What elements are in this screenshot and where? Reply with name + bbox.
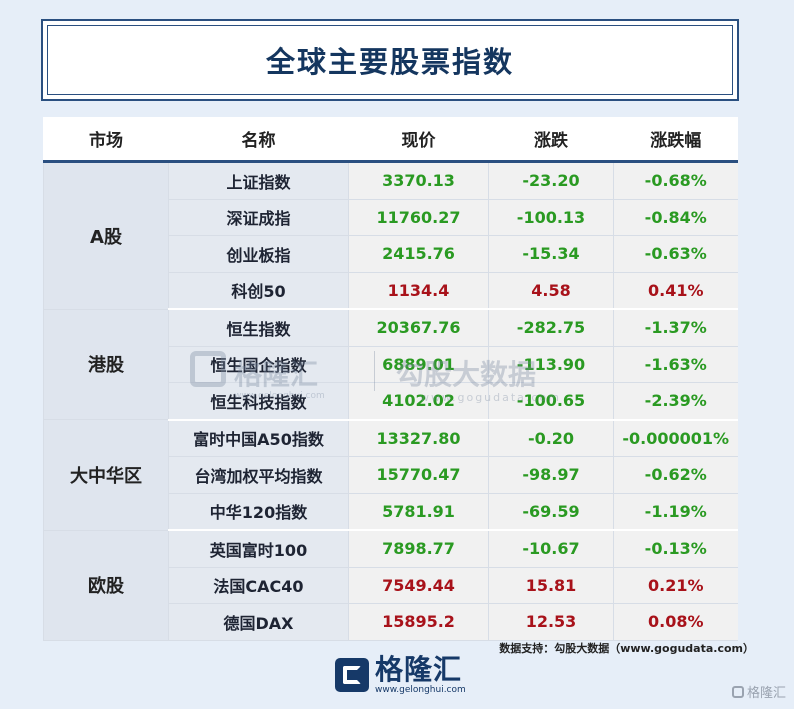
table-row: 深证成指 11760.27 -100.13 -0.84% (44, 199, 738, 236)
index-price: 3370.13 (348, 161, 489, 200)
index-change-pct: -1.37% (613, 309, 738, 347)
header-price: 现价 (348, 117, 489, 163)
index-price: 5781.91 (348, 493, 489, 531)
index-name: 德国DAX (168, 603, 349, 641)
index-change-pct: -0.000001% (613, 419, 738, 457)
index-name: 科创50 (168, 272, 349, 310)
index-change: 15.81 (488, 567, 614, 604)
index-name: 台湾加权平均指数 (168, 456, 349, 494)
index-change: -98.97 (488, 456, 614, 494)
market-cell: 大中华区 (43, 419, 169, 531)
footer-logo-url: www.gelonghui.com (375, 684, 466, 695)
corner-watermark: 格隆汇 (731, 682, 786, 701)
index-change: -69.59 (488, 493, 614, 531)
footer-logo: 格隆汇 www.gelonghui.com (335, 653, 466, 697)
data-source-note: 数据支持：勾股大数据（www.gogudata.com） (499, 642, 754, 655)
table-row: 港股 恒生指数 20367.76 -282.75 -1.37% (43, 309, 738, 420)
index-change-pct: -0.13% (613, 530, 738, 568)
market-cell: A股 (43, 161, 169, 310)
index-table: 市场 名称 现价 涨跌 涨跌幅 A股 上证指数 3370.13 -23.20 -… (43, 117, 738, 641)
index-price: 7898.77 (348, 530, 489, 568)
table-row: 恒生国企指数 6889.01 -113.90 -1.63% (44, 346, 738, 383)
table-row: 科创50 1134.4 4.58 0.41% (44, 272, 738, 310)
header-change: 涨跌 (488, 117, 614, 163)
index-price: 6889.01 (348, 346, 489, 383)
index-change: -100.13 (488, 199, 614, 236)
index-name: 英国富时100 (168, 530, 349, 568)
g-logo-icon (335, 658, 369, 692)
market-cell: 欧股 (43, 530, 169, 641)
table-row: 欧股 英国富时100 7898.77 -10.67 -0.13% (43, 530, 738, 641)
index-change-pct: -0.62% (613, 456, 738, 494)
index-name: 创业板指 (168, 235, 349, 273)
table-row: 德国DAX 15895.2 12.53 0.08% (44, 603, 738, 641)
index-name: 深证成指 (168, 199, 349, 236)
index-change-pct: 0.21% (613, 567, 738, 604)
index-change: 12.53 (488, 603, 614, 641)
index-change: -0.20 (488, 419, 614, 457)
corner-g-logo-icon (731, 685, 744, 698)
index-change-pct: 0.08% (613, 603, 738, 641)
index-name: 恒生指数 (168, 309, 349, 347)
footer-logo-brand: 格隆汇 (375, 652, 463, 686)
index-change: -100.65 (488, 382, 614, 421)
index-name: 恒生国企指数 (168, 346, 349, 383)
index-name: 富时中国A50指数 (168, 419, 349, 457)
header-name: 名称 (168, 117, 349, 163)
index-change-pct: -0.68% (613, 161, 738, 200)
index-table-container: 市场 名称 现价 涨跌 涨跌幅 A股 上证指数 3370.13 -23.20 -… (43, 117, 738, 641)
index-price: 15770.47 (348, 456, 489, 494)
market-cell: 港股 (43, 309, 169, 420)
page-title: 全球主要股票指数 (265, 45, 514, 79)
index-price: 4102.02 (348, 382, 489, 421)
index-change: -113.90 (488, 346, 614, 383)
index-price: 11760.27 (348, 199, 489, 236)
table-row: 大中华区 富时中国A50指数 13327.80 -0.20 -0.000001% (43, 419, 738, 531)
index-change: -282.75 (488, 309, 614, 347)
index-change: 4.58 (488, 272, 614, 310)
index-name: 恒生科技指数 (168, 382, 349, 421)
index-change-pct: -0.84% (613, 199, 738, 236)
index-change-pct: 0.41% (613, 272, 738, 310)
index-name: 上证指数 (168, 161, 349, 200)
table-row: 法国CAC40 7549.44 15.81 0.21% (44, 567, 738, 604)
index-name: 中华120指数 (168, 493, 349, 531)
table-row: A股 上证指数 3370.13 -23.20 -0.68% (43, 161, 738, 310)
footer-logo-text: 格隆汇 www.gelonghui.com (375, 652, 466, 695)
index-change-pct: -2.39% (613, 382, 738, 421)
index-price: 1134.4 (348, 272, 489, 310)
table-row: 创业板指 2415.76 -15.34 -0.63% (44, 235, 738, 273)
table-row: 台湾加权平均指数 15770.47 -98.97 -0.62% (44, 456, 738, 494)
table-row: 恒生科技指数 4102.02 -100.65 -2.39% (44, 382, 738, 421)
index-change: -10.67 (488, 530, 614, 568)
index-name: 法国CAC40 (168, 567, 349, 604)
index-price: 2415.76 (348, 235, 489, 273)
table-header-row: 市场 名称 现价 涨跌 涨跌幅 (43, 117, 738, 163)
index-change-pct: -0.63% (613, 235, 738, 273)
index-price: 7549.44 (348, 567, 489, 604)
title-inner-frame: 全球主要股票指数 (47, 25, 733, 95)
header-market: 市场 (43, 117, 169, 163)
index-change: -15.34 (488, 235, 614, 273)
index-change-pct: -1.63% (613, 346, 738, 383)
index-price: 15895.2 (348, 603, 489, 641)
title-banner: 全球主要股票指数 (41, 19, 739, 101)
index-change: -23.20 (488, 161, 614, 200)
index-price: 13327.80 (348, 419, 489, 457)
table-row: 中华120指数 5781.91 -69.59 -1.19% (44, 493, 738, 531)
table-body: A股 上证指数 3370.13 -23.20 -0.68% 深证成指 11760… (43, 161, 738, 641)
index-change-pct: -1.19% (613, 493, 738, 531)
index-price: 20367.76 (348, 309, 489, 347)
corner-watermark-label: 格隆汇 (746, 686, 786, 701)
header-change-pct: 涨跌幅 (613, 117, 738, 163)
